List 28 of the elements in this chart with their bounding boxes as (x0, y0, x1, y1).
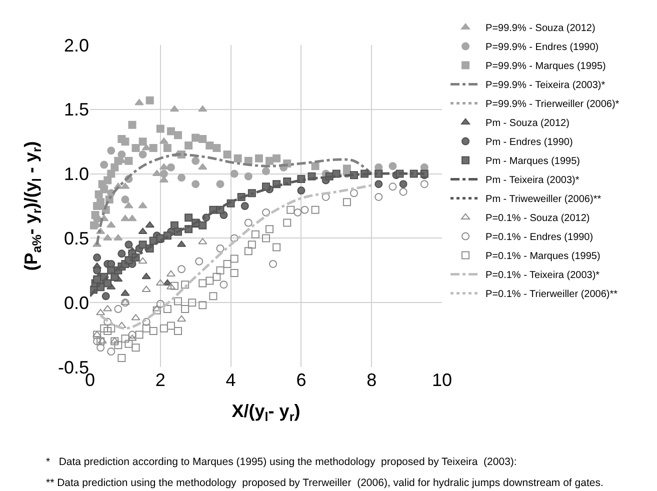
legend-label: P=99.9% - Teixeira (2003)* (486, 80, 606, 92)
legend-label: Pm - Endres (1990) (486, 137, 573, 148)
x-tick-label: 8 (366, 370, 377, 390)
x-tick-label: 2 (155, 370, 166, 390)
y-tick-label: 1.0 (64, 164, 89, 184)
legend-label: P=99.9% - Trierweiller (2006)* (486, 99, 620, 110)
legend-label: P=0.1% - Endres (1990) (486, 232, 594, 244)
x-tick-label: 10 (432, 370, 452, 390)
legend-label: P=0.1% - Souza (2012) (486, 213, 590, 224)
x-tick-label: 6 (296, 370, 306, 390)
y-tick-label: 1.5 (64, 100, 89, 120)
legend-label: P=99.9% - Souza (2012) (486, 23, 596, 34)
y-tick-label: 2.0 (64, 35, 89, 56)
y-tick-label: 0.5 (64, 228, 89, 248)
legend-label: P=99.9% - Marques (1995) (486, 61, 606, 72)
text: ** Data prediction using the methodology proposed by Trerweiller (2006), valid for hydralic jumps downstream of gates. (46, 477, 604, 489)
text: * Data prediction according to Marques (1995) using the methodology proposed by Teixeira (2003): (46, 456, 517, 468)
legend-label: P=0.1% - Marques (1995) (486, 251, 600, 262)
legend-label: Pm - Souza (2012) (486, 118, 570, 130)
legend-label: Pm - Triweweiller (2006)** (486, 194, 602, 206)
legend-label: Pm - Marques (1995) (486, 156, 580, 168)
legend-label: Pm - Teixeira (2003)* (486, 175, 580, 186)
y-tick-label: 0.0 (64, 292, 89, 313)
x-tick-label: 4 (226, 370, 236, 390)
legend-label: P=0.1% - Trierweiller (2006)** (486, 289, 618, 300)
legend-label: P=99.9% - Endres (1990) (486, 42, 599, 54)
x-axis-title: X/(y$_{l}$- y$_{r}$) (232, 401, 300, 424)
legend-label: P=0.1% - Teixeira (2003)* (486, 270, 600, 282)
